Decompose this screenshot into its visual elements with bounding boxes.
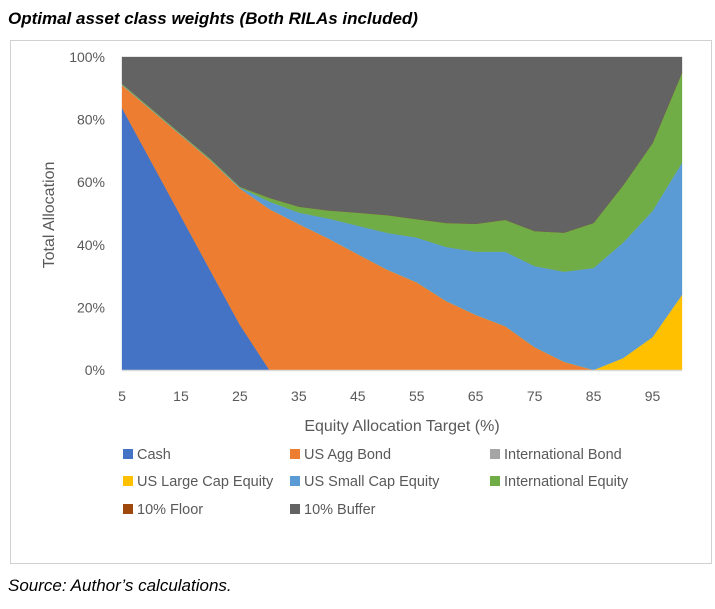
- legend-label: 10% Floor: [137, 502, 203, 518]
- legend-swatch: [290, 476, 300, 486]
- source-note: Source: Author’s calculations.: [8, 576, 232, 595]
- y-tick-label: 20%: [77, 299, 105, 315]
- x-axis-title: Equity Allocation Target (%): [304, 418, 499, 435]
- legend-swatch: [290, 449, 300, 459]
- y-tick-label: 40%: [77, 237, 105, 253]
- legend-item: 10% Floor: [123, 502, 203, 518]
- legend-label: 10% Buffer: [304, 502, 376, 518]
- legend-item: Cash: [123, 447, 171, 463]
- legend-item: International Bond: [490, 447, 622, 463]
- x-tick-labels: 5 15 25 35 45 55 65 75 85 95: [118, 388, 660, 404]
- legend-label: International Equity: [504, 474, 629, 490]
- legend-item: 10% Buffer: [290, 502, 376, 518]
- y-tick-label: 100%: [69, 49, 105, 65]
- x-tick-label: 15: [173, 388, 189, 404]
- x-tick-label: 45: [350, 388, 366, 404]
- x-tick-label: 95: [645, 388, 661, 404]
- areas: [121, 56, 683, 371]
- legend-label: US Agg Bond: [304, 447, 391, 463]
- legend-swatch: [123, 504, 133, 514]
- y-tick-label: 80%: [77, 112, 105, 128]
- x-tick-label: 65: [468, 388, 484, 404]
- x-tick-label: 5: [118, 388, 126, 404]
- x-tick-label: 55: [409, 388, 425, 404]
- legend-swatch: [290, 504, 300, 514]
- legend-swatch: [123, 449, 133, 459]
- x-tick-label: 35: [291, 388, 307, 404]
- x-tick-label: 25: [232, 388, 248, 404]
- legend-label: US Large Cap Equity: [137, 474, 274, 490]
- legend-item: US Large Cap Equity: [123, 474, 274, 490]
- legend-label: US Small Cap Equity: [304, 474, 440, 490]
- legend-label: International Bond: [504, 447, 622, 463]
- legend-swatch: [123, 476, 133, 486]
- chart-frame: [10, 40, 712, 564]
- legend-swatch: [490, 449, 500, 459]
- legend-item: International Equity: [490, 474, 629, 490]
- y-tick-label: 0%: [85, 362, 105, 378]
- legend-label: Cash: [137, 447, 171, 463]
- legend: Cash US Agg Bond International Bond US Larg…: [123, 447, 629, 518]
- legend-swatch: [490, 476, 500, 486]
- x-tick-label: 75: [527, 388, 543, 404]
- x-tick-label: 85: [586, 388, 602, 404]
- legend-item: US Agg Bond: [290, 447, 391, 463]
- figure-title: Optimal asset class weights (Both RILAs …: [8, 9, 418, 28]
- y-axis-title: Total Allocation: [41, 162, 58, 269]
- y-tick-label: 60%: [77, 174, 105, 190]
- y-tick-labels: 0% 20% 40% 60% 80% 100%: [69, 49, 105, 378]
- area-10-buffer: [121, 56, 683, 233]
- legend-item: US Small Cap Equity: [290, 474, 440, 490]
